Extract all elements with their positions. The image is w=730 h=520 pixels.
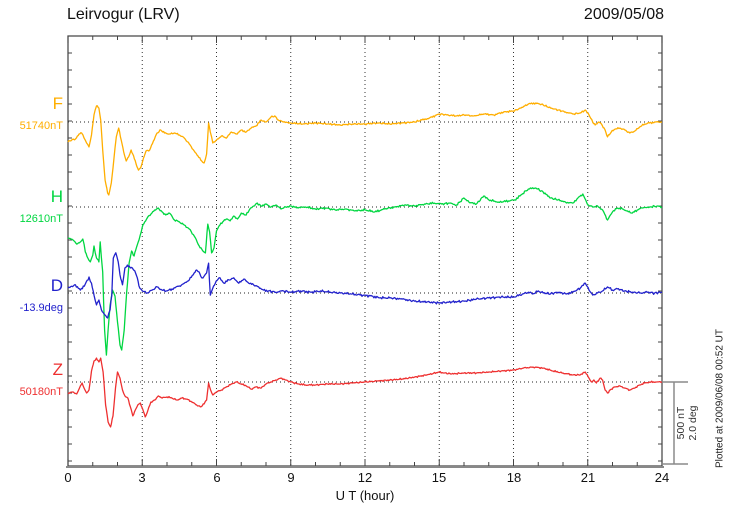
- series-baseline-value-h: 12610nT: [19, 213, 63, 225]
- trace-z: [67, 357, 663, 428]
- series-letter-h: H: [50, 187, 63, 206]
- date-label: 2009/05/08: [583, 6, 664, 23]
- series-label-block-z: Z 50180nT: [0, 360, 63, 399]
- x-tick-label: 24: [654, 470, 670, 485]
- series-label-block-f: F 51740nT: [0, 94, 63, 133]
- page-title: Leirvogur (LRV): [67, 6, 180, 23]
- x-tick-label: 21: [580, 470, 596, 485]
- series-letter-z: Z: [52, 360, 63, 379]
- trace-h: [67, 187, 663, 356]
- series-baseline-value-d: -13.9deg: [19, 302, 63, 314]
- scale-bar-nt: 500 nT: [675, 406, 687, 440]
- x-tick-label: 9: [287, 470, 295, 485]
- x-tick-label: 3: [138, 470, 146, 485]
- scale-bar-deg: 2.0 deg: [687, 405, 699, 441]
- x-tick-label: 15: [431, 470, 447, 485]
- x-tick-label: 0: [64, 470, 72, 485]
- series-letter-d: D: [50, 276, 63, 295]
- trace-f: [67, 102, 663, 196]
- x-tick-label: 12: [357, 470, 373, 485]
- x-tick-label: 6: [213, 470, 221, 485]
- series-letter-f: F: [52, 94, 63, 113]
- plotted-at-label: Plotted at 2009/06/08 00:52 UT: [714, 329, 726, 468]
- x-axis-label: U T (hour): [335, 488, 395, 503]
- trace-d: [67, 252, 663, 319]
- series-label-block-d: D -13.9deg: [0, 276, 63, 315]
- series-label-block-h: H 12610nT: [0, 187, 63, 226]
- x-tick-label: 18: [506, 470, 522, 485]
- series-baseline-value-z: 50180nT: [19, 386, 63, 398]
- series-baseline-value-f: 51740nT: [19, 120, 63, 132]
- scale-bar-label: 500 nT 2.0 deg: [675, 400, 701, 446]
